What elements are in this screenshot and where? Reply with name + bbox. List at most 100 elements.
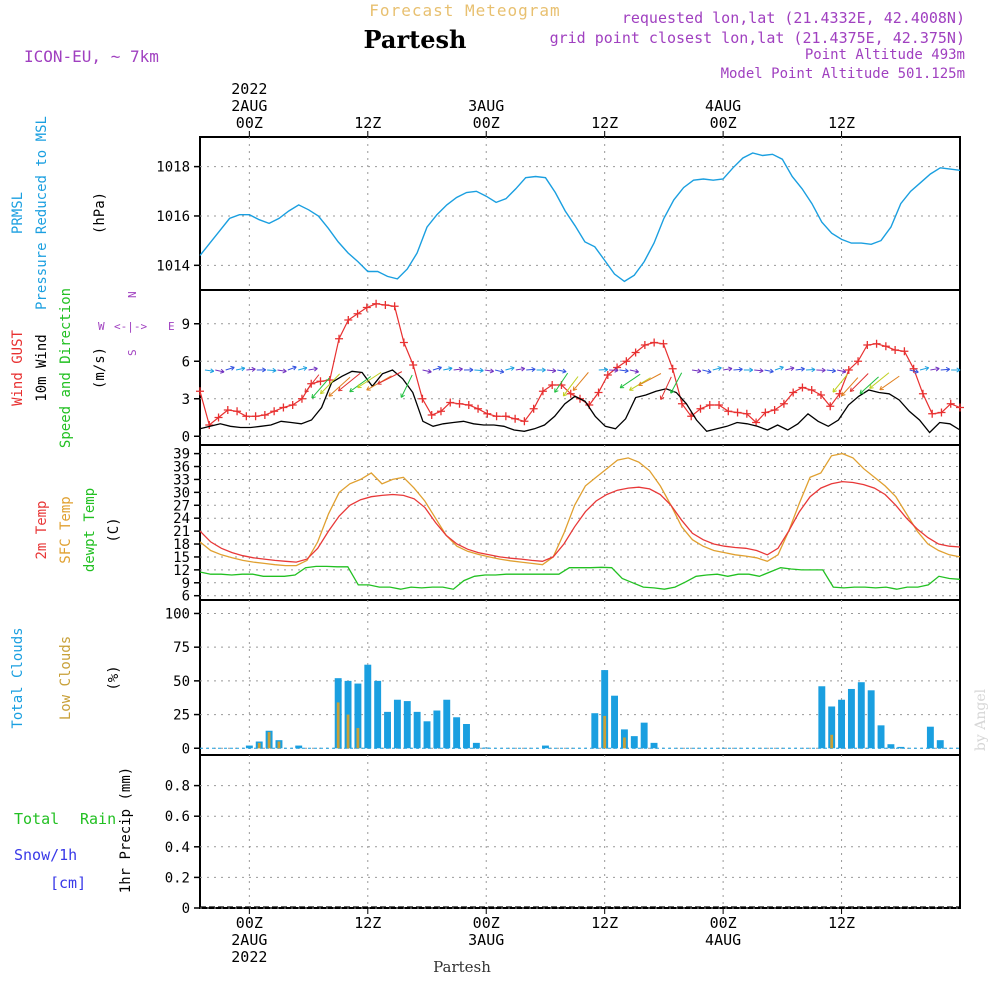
gust-marker bbox=[214, 413, 223, 422]
ytick-label-precip: 0 bbox=[182, 901, 190, 917]
wind-arrow-head bbox=[282, 368, 287, 374]
wind-arrow-head bbox=[552, 368, 557, 374]
total-cloud-bar bbox=[897, 746, 905, 749]
wind-arrow-head bbox=[749, 367, 754, 373]
compass-e: E bbox=[168, 320, 175, 333]
time-label-top: 2022 bbox=[231, 80, 267, 98]
wind-arrow-head bbox=[377, 380, 382, 385]
wind-arrow-head bbox=[738, 367, 743, 372]
total-cloud-bar bbox=[295, 745, 303, 749]
wind-direction-arrow bbox=[400, 374, 413, 398]
ytick-label-pressure: 1014 bbox=[156, 258, 190, 274]
wind-label-dir: Speed and Direction bbox=[58, 288, 74, 448]
model-name: ICON-EU, ~ 7km bbox=[24, 47, 159, 66]
wind-direction-arrow bbox=[832, 373, 848, 393]
total-cloud-bar bbox=[877, 725, 885, 749]
wind-direction-arrow bbox=[277, 369, 287, 372]
gust-marker bbox=[205, 421, 214, 429]
time-label-top: 00Z bbox=[473, 114, 500, 132]
time-label-bottom: 00Z bbox=[710, 914, 737, 932]
ytick-label-temp: 21 bbox=[173, 524, 190, 540]
gust-marker bbox=[196, 387, 204, 396]
wind-arrow-head bbox=[400, 393, 405, 398]
wind-direction-arrow bbox=[320, 373, 341, 395]
wind-arrow-head bbox=[832, 388, 837, 393]
time-label-bottom: 2AUG bbox=[231, 931, 267, 949]
gust-marker bbox=[724, 407, 733, 416]
gust-marker bbox=[752, 418, 761, 427]
total-cloud-bar bbox=[433, 710, 441, 749]
wind-direction-arrow bbox=[246, 368, 256, 371]
gust-marker bbox=[696, 404, 705, 413]
time-label-top: 12Z bbox=[591, 114, 618, 132]
wind-arrow-head bbox=[769, 368, 774, 374]
total-cloud-bar bbox=[611, 695, 618, 749]
time-label-bottom: 12Z bbox=[828, 914, 855, 932]
wind-arrow-head bbox=[251, 366, 256, 372]
total-cloud-bar bbox=[542, 745, 549, 749]
ytick-label-temp: 39 bbox=[173, 447, 190, 463]
wind-arrow-head bbox=[717, 366, 722, 371]
gust-marker bbox=[353, 309, 362, 318]
time-label-bottom: 2022 bbox=[231, 948, 267, 966]
wind-direction-arrow bbox=[691, 369, 701, 372]
wind-direction-arrow bbox=[785, 367, 795, 371]
total-cloud-bar bbox=[443, 699, 451, 749]
ytick-label-clouds: 25 bbox=[173, 708, 190, 724]
gust-marker bbox=[900, 347, 909, 356]
wind-arrow-head bbox=[311, 394, 316, 399]
time-label-top: 12Z bbox=[354, 114, 381, 132]
wind-arrow-head bbox=[629, 386, 634, 391]
gust-marker bbox=[770, 406, 779, 414]
gust-marker bbox=[631, 348, 640, 357]
wind-direction-arrow bbox=[557, 369, 567, 373]
total-cloud-bar bbox=[453, 717, 461, 749]
gust-marker bbox=[826, 402, 835, 411]
gust-marker bbox=[390, 302, 399, 311]
total-cloud-bar bbox=[818, 686, 826, 749]
location-title: Partesh bbox=[364, 25, 467, 54]
wind-arrow-head bbox=[510, 366, 515, 371]
wind-direction-arrow bbox=[723, 367, 733, 371]
precip-label-rain: Rain bbox=[80, 810, 116, 828]
wind-direction-arrow bbox=[826, 369, 836, 372]
ytick-label-clouds: 50 bbox=[173, 674, 190, 690]
gust-marker bbox=[918, 389, 927, 398]
wind-direction-arrow bbox=[879, 375, 900, 391]
wind-arrow-head bbox=[562, 391, 568, 397]
wind-arrow-head bbox=[272, 367, 277, 373]
total-cloud-bar bbox=[463, 724, 470, 749]
low-cloud-bar bbox=[623, 737, 626, 749]
wind-arrow-head bbox=[924, 366, 930, 371]
wind-unit: (m/s) bbox=[92, 347, 108, 389]
wind-arrow-head bbox=[262, 367, 267, 373]
ytick-label-wind: 0 bbox=[182, 429, 190, 445]
wind-label-10m: 10m Wind bbox=[34, 334, 50, 401]
wind-arrow-head bbox=[357, 383, 362, 389]
total-cloud-bar bbox=[936, 740, 944, 749]
wind-direction-arrow bbox=[919, 367, 929, 371]
ytick-label-temp: 24 bbox=[173, 511, 190, 527]
wind-direction-arrow bbox=[235, 367, 245, 371]
total-cloud-bar bbox=[472, 742, 480, 749]
gust-marker bbox=[279, 403, 288, 412]
panel-frame-temp bbox=[199, 444, 961, 601]
time-label-bottom: 00Z bbox=[236, 914, 263, 932]
time-label-bottom: 00Z bbox=[473, 914, 500, 932]
wind-direction-arrow bbox=[515, 367, 525, 371]
footer-location: Partesh bbox=[433, 958, 491, 976]
gust-marker bbox=[807, 386, 816, 394]
gust-marker bbox=[427, 411, 436, 419]
wind-direction-arrow bbox=[849, 373, 869, 392]
gust-marker bbox=[761, 408, 770, 417]
gust-marker bbox=[344, 316, 353, 324]
total-cloud-bar bbox=[838, 699, 846, 749]
wind-direction-arrow bbox=[494, 369, 504, 373]
ytick-label-pressure: 1016 bbox=[156, 209, 190, 225]
total-cloud-bar bbox=[591, 713, 599, 749]
wind-direction-arrow bbox=[443, 367, 453, 371]
total-cloud-bar bbox=[245, 745, 253, 749]
wind-direction-arrow bbox=[562, 376, 579, 397]
gust-marker bbox=[566, 389, 575, 398]
wind-arrow-head bbox=[240, 366, 246, 372]
